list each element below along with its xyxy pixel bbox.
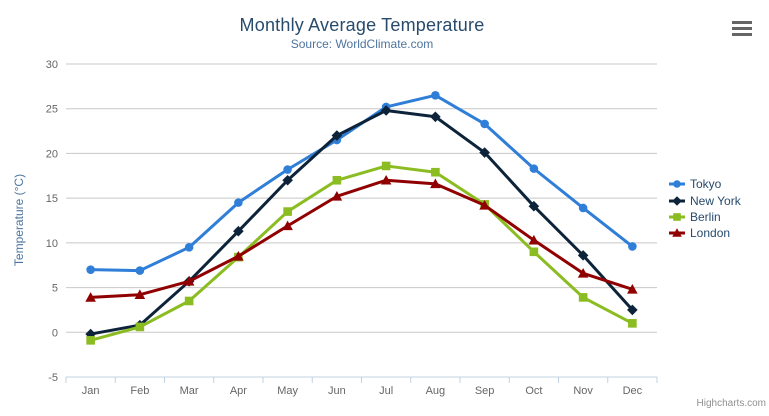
triangle-marker-icon [672,228,682,238]
point-new-york-jun[interactable] [331,130,343,141]
x-axis-tick-label: Apr [230,385,247,397]
square-marker-icon [673,213,681,221]
hamburger-icon [732,33,752,36]
point-tokyo-aug[interactable] [431,91,440,100]
point-tokyo-nov[interactable] [578,203,588,213]
diamond-marker-icon [672,195,682,206]
point-tokyo-may[interactable] [283,165,292,174]
point-berlin-jul[interactable] [381,161,391,171]
series-line-new-york [90,109,634,336]
credits-link[interactable]: Highcharts.com [696,398,766,409]
point-tokyo-mar[interactable] [184,243,194,252]
point-new-york-may[interactable] [282,174,293,186]
point-berlin-jan[interactable] [86,336,95,345]
circle-marker-icon [669,180,685,188]
point-tokyo-jan[interactable] [86,265,95,274]
point-new-york-nov[interactable] [577,250,589,261]
x-axis-tick-label: Jun [328,385,346,397]
point-new-york-apr[interactable] [233,225,244,237]
x-axis-tick-label: Nov [573,385,593,397]
x-axis-tick-label: May [277,385,298,397]
point-london-mar[interactable] [183,276,195,286]
point-london-jun[interactable] [331,191,343,201]
hamburger-icon [732,27,752,30]
y-axis-tick-label: 25 [46,104,58,116]
y-axis-tick-label: 10 [46,238,58,250]
point-london-may[interactable] [282,220,293,231]
point-new-york-sep[interactable] [479,147,490,158]
point-new-york-jul[interactable] [380,105,392,116]
legend-item-label: London [690,226,731,241]
point-berlin-oct[interactable] [529,247,539,257]
y-axis-tick-label: 0 [52,327,58,339]
legend-item-label: New York [690,193,741,208]
legend-item-label: Tokyo [690,177,722,192]
legend-item-berlin[interactable]: Berlin [669,209,741,225]
diamond-marker-icon [669,195,685,206]
point-new-york-aug[interactable] [430,111,441,123]
triangle-marker-icon [669,228,685,238]
y-axis-tick-label: 15 [46,193,58,205]
y-axis-tick-label: -5 [48,372,58,384]
point-london-dec[interactable] [627,284,638,294]
export-menu-button[interactable] [732,21,752,39]
point-london-jan[interactable] [85,292,96,302]
chart-legend: Tokyo New York Berlin London [669,176,741,242]
square-marker-icon [669,213,685,221]
point-london-feb[interactable] [134,289,146,300]
legend-item-london[interactable]: London [669,225,741,241]
x-axis-tick-label: Aug [426,385,446,397]
legend-item-tokyo[interactable]: Tokyo [669,176,741,192]
y-axis-title: Temperature (°C) [12,173,26,267]
hamburger-icon [732,21,752,24]
x-axis-tick-label: Oct [525,385,542,397]
point-new-york-oct[interactable] [528,200,540,212]
point-london-nov[interactable] [577,267,589,278]
y-axis-tick-label: 5 [52,283,58,295]
point-berlin-nov[interactable] [578,293,588,302]
y-axis-tick-label: 30 [46,59,58,71]
point-london-aug[interactable] [430,178,441,189]
chart-subtitle: Source: WorldClimate.com [290,37,434,51]
series-line-berlin [90,164,634,342]
point-berlin-aug[interactable] [431,167,440,177]
x-axis-tick-label: Jan [82,385,100,397]
point-london-jul[interactable] [380,174,392,185]
y-axis-tick-label: 20 [46,148,58,160]
legend-item-new-york[interactable]: New York [669,192,741,208]
chart-title: Monthly Average Temperature [239,15,485,35]
point-tokyo-feb[interactable] [135,266,145,275]
x-axis-tick-label: Feb [130,385,149,397]
point-new-york-jan[interactable] [85,328,96,340]
point-london-oct[interactable] [528,234,540,245]
x-axis-tick-label: Mar [180,385,199,397]
x-axis-tick-label: Dec [623,385,643,397]
x-axis-tick-label: Sep [475,385,495,397]
point-london-sep[interactable] [479,199,490,210]
x-axis-tick-label: Jul [379,385,393,397]
point-tokyo-oct[interactable] [529,164,539,173]
point-berlin-jun[interactable] [332,175,342,185]
point-berlin-dec[interactable] [628,319,637,328]
circle-marker-icon [673,180,681,188]
point-berlin-feb[interactable] [135,322,145,332]
point-tokyo-dec[interactable] [628,242,637,251]
point-london-apr[interactable] [233,250,244,261]
point-tokyo-apr[interactable] [234,198,243,207]
point-berlin-may[interactable] [283,207,292,216]
series-line-london [90,178,633,299]
point-new-york-dec[interactable] [627,304,638,316]
point-berlin-mar[interactable] [184,296,194,306]
point-tokyo-sep[interactable] [480,119,489,129]
legend-item-label: Berlin [690,209,721,224]
